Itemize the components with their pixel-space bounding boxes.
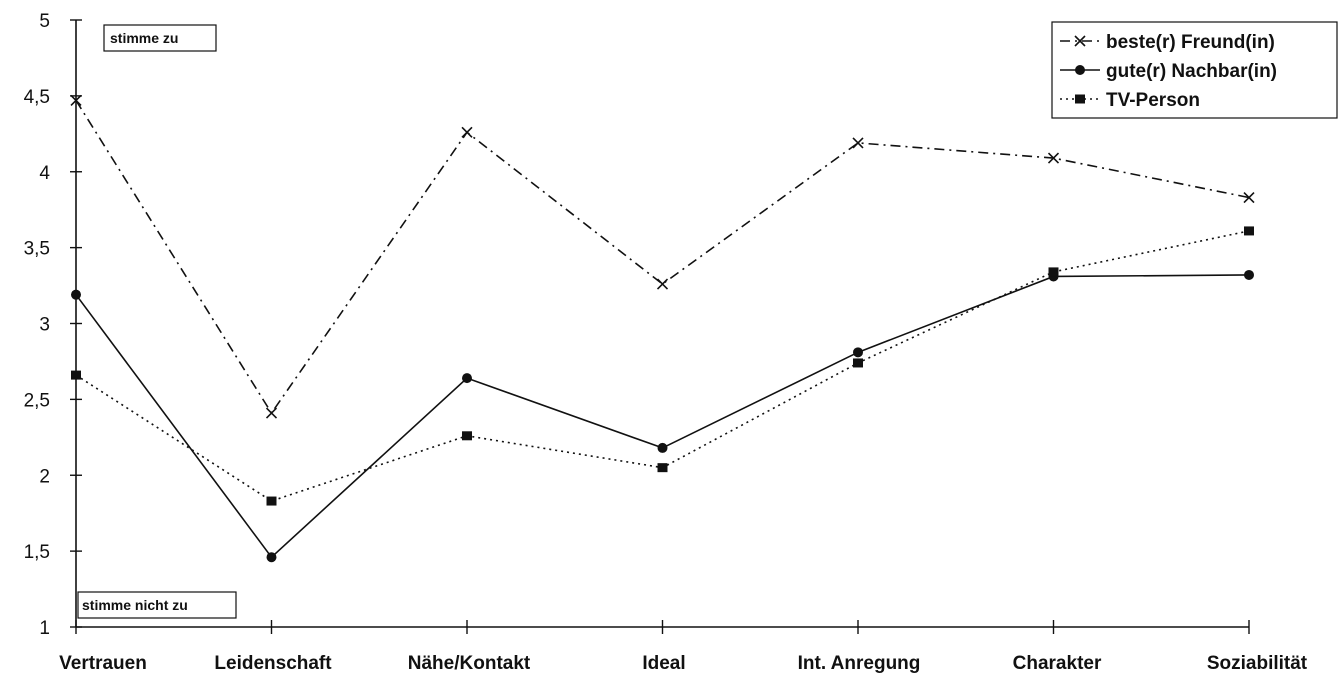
x-tick-label: Charakter <box>1013 653 1102 674</box>
y-tick-label: 4,5 <box>24 87 50 108</box>
data-point <box>853 358 863 368</box>
x-tick-label: Vertrauen <box>59 653 147 674</box>
series-3 <box>71 226 1254 506</box>
legend-label: gute(r) Nachbar(in) <box>1106 61 1277 82</box>
series-group <box>70 94 1255 563</box>
data-point <box>1047 152 1060 164</box>
x-tick-label: Leidenschaft <box>214 653 332 674</box>
data-point <box>1244 269 1254 280</box>
legend: beste(r) Freund(in) gute(r) Nachbar(in) TV… <box>1051 21 1338 119</box>
data-point <box>462 431 472 441</box>
annotation-disagree: stimme nicht zu <box>77 591 237 619</box>
data-point <box>657 463 668 473</box>
data-point <box>462 373 472 384</box>
data-point <box>657 442 668 453</box>
y-tick-label: 5 <box>39 11 50 32</box>
y-tick-label: 3,5 <box>24 239 50 260</box>
x-tick-label: Soziabilität <box>1207 653 1308 674</box>
x-tick-label: Int. Anregung <box>798 653 921 674</box>
data-point <box>1244 226 1254 236</box>
y-tick-label: 1 <box>39 618 50 639</box>
y-tick-label: 2,5 <box>24 390 50 411</box>
data-point <box>853 347 863 358</box>
data-point <box>1243 191 1255 204</box>
data-point <box>266 496 277 506</box>
data-point <box>1048 267 1059 277</box>
y-tick-label: 1,5 <box>24 542 50 563</box>
series-line <box>75 100 1250 415</box>
data-point <box>70 94 82 106</box>
series-line <box>75 274 1250 559</box>
annotation-disagree-text: stimme nicht zu <box>82 597 188 613</box>
y-tick-label: 4 <box>39 163 50 184</box>
legend-swatch-marker <box>1074 35 1086 47</box>
annotation-agree: stimme zu <box>103 24 217 52</box>
y-tick-label: 2 <box>39 466 50 487</box>
x-axis-ticks: Vertrauen Leidenschaft Nähe/Kontakt Ideal In… <box>59 620 1308 674</box>
series-2 <box>71 269 1254 563</box>
x-tick-label: Nähe/Kontakt <box>408 653 531 674</box>
data-point <box>656 278 669 290</box>
legend-label: TV-Person <box>1106 90 1200 111</box>
x-tick-label: Ideal <box>642 653 685 674</box>
series-line <box>75 230 1250 502</box>
legend-item: gute(r) Nachbar(in) <box>1060 61 1277 82</box>
series-1 <box>70 94 1255 419</box>
legend-item: TV-Person <box>1060 90 1200 111</box>
data-point <box>71 289 81 300</box>
data-point <box>71 370 81 380</box>
data-point <box>265 407 278 419</box>
y-axis-ticks: 1 1,5 2 2,5 3 3,5 4 4,5 5 <box>24 11 82 639</box>
data-point <box>461 126 473 138</box>
data-point <box>266 552 277 563</box>
legend-swatch-marker <box>1075 94 1085 104</box>
legend-item: beste(r) Freund(in) <box>1060 32 1275 53</box>
legend-swatch-marker <box>1075 65 1085 75</box>
annotation-agree-text: stimme zu <box>110 30 178 46</box>
data-point <box>852 137 864 149</box>
y-tick-label: 3 <box>39 315 50 336</box>
legend-label: beste(r) Freund(in) <box>1106 32 1275 53</box>
